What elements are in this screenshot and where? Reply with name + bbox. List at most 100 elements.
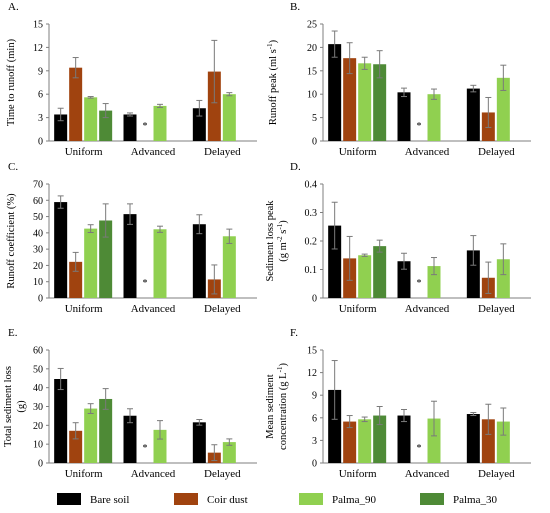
legend-label: Palma_30 xyxy=(453,494,497,506)
bar-bare-soil-advanced xyxy=(397,92,411,141)
x-tick-label: Advanced xyxy=(131,146,176,158)
x-tick-label: Advanced xyxy=(405,303,450,315)
bar-palma-30-uniform xyxy=(99,220,113,298)
y-tick-label: 15 xyxy=(307,66,317,77)
panel-e: E. 0 10 20 30 40 50 60 Total sediment loss (g) * Un… xyxy=(3,327,257,480)
bar-bare-soil-advanced xyxy=(397,415,411,463)
bar-palma-30-uniform xyxy=(373,64,387,141)
legend-label: Palma_90 xyxy=(332,494,376,506)
bar-coir-dust-uniform xyxy=(69,261,83,298)
panel-a: A. 0 3 6 9 12 15 Time to runoff (min) * Uniform Ad… xyxy=(6,1,257,158)
y-tick-label: 10 xyxy=(33,277,43,288)
bar-palma-90-advanced xyxy=(427,94,441,141)
bar-palma-90-delayed xyxy=(222,94,236,141)
y-tick-label: 0 xyxy=(312,459,317,470)
bar-bare-soil-uniform xyxy=(328,225,342,298)
bar-bare-soil-uniform xyxy=(54,202,68,298)
bar-bare-soil-delayed xyxy=(192,108,206,141)
bar-palma-90-advanced xyxy=(153,105,167,141)
y-tick-label: 0.3 xyxy=(305,208,318,219)
y-tick-label: 50 xyxy=(33,212,43,223)
y-axis-label-text: (g) xyxy=(16,400,27,413)
x-tick-label: Advanced xyxy=(131,468,176,480)
y-tick-label: 20 xyxy=(307,43,317,54)
y-tick-label: 20 xyxy=(33,421,43,432)
missing-data-marker: * xyxy=(417,443,422,454)
x-tick-label: Delayed xyxy=(478,303,515,315)
y-tick-label: 6 xyxy=(312,413,317,424)
y-tick-label: 9 xyxy=(312,391,317,402)
y-axis-label: Mean sediment concentration (g L-1) xyxy=(265,363,289,450)
y-axis-label-text: Total sediment loss xyxy=(3,366,14,447)
y-tick-label: 60 xyxy=(33,196,43,207)
y-axis-label: Sediment loss peak (g m-2 s-1) xyxy=(265,200,289,282)
y-tick-label: 10 xyxy=(307,90,317,101)
y-axis-label-text: Sediment loss peak xyxy=(265,200,276,282)
bar-coir-dust-uniform xyxy=(343,58,357,141)
bar-bare-soil-advanced xyxy=(123,114,137,141)
x-tick-label: Delayed xyxy=(478,468,515,480)
bar-palma-90-uniform xyxy=(84,408,98,463)
legend-swatch xyxy=(420,493,444,505)
bar-bare-soil-uniform xyxy=(54,379,68,463)
y-axis-label: Time to runoff (min) xyxy=(6,38,17,126)
bar-coir-dust-uniform xyxy=(343,421,357,463)
y-tick-label: 0.2 xyxy=(305,237,318,248)
x-tick-label: Delayed xyxy=(478,146,515,158)
bar-palma-90-uniform xyxy=(358,419,372,463)
y-tick-label: 3 xyxy=(38,113,43,124)
bar-palma-90-delayed xyxy=(496,259,510,298)
bar-coir-dust-uniform xyxy=(69,430,83,463)
bar-palma-90-advanced xyxy=(427,418,441,463)
legend-item-coir-dust: Coir dust xyxy=(174,493,248,506)
y-axis-label-text: Runoff coefficient (%) xyxy=(6,193,17,289)
y-tick-label: 9 xyxy=(38,66,43,77)
bar-bare-soil-delayed xyxy=(466,250,480,298)
x-tick-label: Delayed xyxy=(204,303,241,315)
y-tick-label: 20 xyxy=(33,261,43,272)
y-tick-label: 15 xyxy=(307,346,317,357)
bar-coir-dust-delayed xyxy=(481,419,495,463)
legend-item-bare-soil: Bare soil xyxy=(57,493,129,506)
y-tick-label: 30 xyxy=(33,245,43,256)
panel-label: B. xyxy=(290,1,300,13)
bar-bare-soil-delayed xyxy=(192,224,206,298)
x-tick-label: Delayed xyxy=(204,146,241,158)
x-tick-label: Uniform xyxy=(65,303,103,315)
legend-swatch xyxy=(299,493,323,505)
y-axis-label: Total sediment loss (g) xyxy=(3,366,27,447)
y-tick-label: 0.1 xyxy=(305,265,318,276)
y-tick-label: 12 xyxy=(33,43,43,54)
bar-palma-90-uniform xyxy=(358,63,372,142)
missing-data-marker: * xyxy=(143,443,148,454)
bar-palma-90-delayed xyxy=(222,236,236,298)
y-tick-label: 0 xyxy=(38,137,43,148)
legend-label: Coir dust xyxy=(207,494,248,506)
x-tick-label: Uniform xyxy=(339,303,377,315)
panel-label: F. xyxy=(290,327,298,339)
y-axis-label-text: (g m-2 s-1) xyxy=(276,220,289,262)
bar-palma-90-advanced xyxy=(153,429,167,463)
bar-palma-90-advanced xyxy=(427,266,441,298)
y-axis-label-text: Time to runoff (min) xyxy=(6,38,17,126)
bar-bare-soil-uniform xyxy=(328,389,342,463)
bar-palma-30-uniform xyxy=(99,110,113,141)
bar-palma-30-uniform xyxy=(373,246,387,298)
y-tick-label: 5 xyxy=(312,113,317,124)
y-tick-label: 6 xyxy=(38,90,43,101)
x-tick-label: Advanced xyxy=(405,146,450,158)
legend-label: Bare soil xyxy=(90,494,129,506)
legend: Bare soil Coir dust Palma_90 Palma_30 xyxy=(57,493,497,506)
missing-data-marker: * xyxy=(143,278,148,289)
bar-coir-dust-delayed xyxy=(207,71,221,141)
legend-item-palma-90: Palma_90 xyxy=(299,493,376,506)
y-axis-label-text: Mean sediment xyxy=(265,374,276,439)
panel-label: C. xyxy=(8,161,18,173)
bar-coir-dust-uniform xyxy=(69,67,83,141)
y-tick-label: 30 xyxy=(33,402,43,413)
y-tick-label: 25 xyxy=(307,20,317,31)
bar-palma-90-uniform xyxy=(84,228,98,298)
panel-b: B. 0 5 10 15 20 25 Runoff peak (ml s-1) * Uniform… xyxy=(266,1,531,158)
missing-data-marker: * xyxy=(143,121,148,132)
bar-bare-soil-uniform xyxy=(328,44,342,141)
